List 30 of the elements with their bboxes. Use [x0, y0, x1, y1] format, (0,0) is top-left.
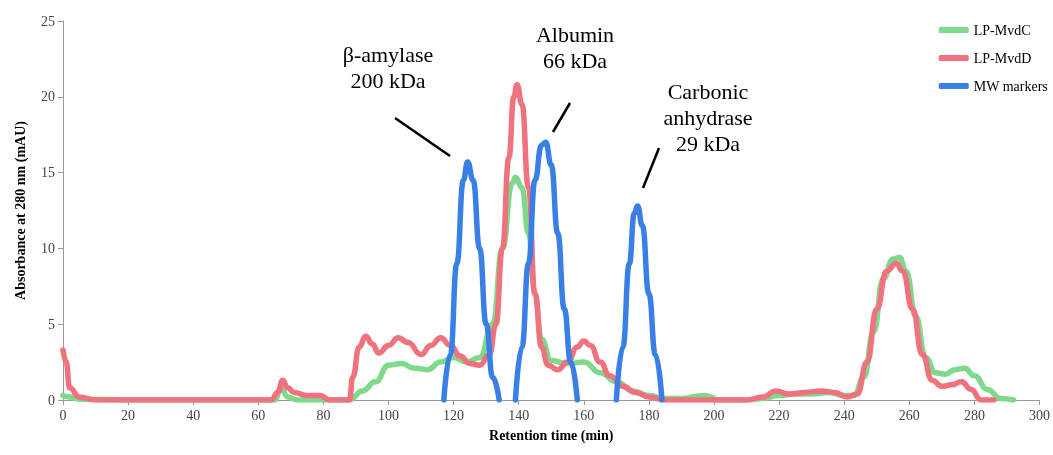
x-tick-label: 180 [638, 407, 660, 423]
x-tick-label: 60 [251, 407, 266, 423]
x-tick-label: 100 [378, 407, 399, 423]
x-tick-label: 20 [121, 407, 136, 423]
annotation: β-amylase 200 kDa [342, 41, 434, 93]
legend-label: MW markers [973, 78, 1048, 94]
x-tick-label: 200 [703, 407, 725, 423]
x-tick-label: 0 [59, 407, 67, 423]
x-tick-label: 160 [573, 407, 595, 423]
x-tick-label: 260 [898, 407, 920, 423]
x-tick-label: 120 [443, 407, 465, 423]
x-tick-label: 280 [963, 407, 985, 423]
x-tick-label: 80 [316, 407, 331, 423]
x-tick-label: 300 [1029, 407, 1050, 423]
y-tick-label: 20 [41, 89, 55, 105]
x-axis-title: Retention time (min) [489, 427, 614, 444]
legend-label: LP-MvdC [973, 22, 1031, 38]
x-tick-label: 40 [186, 407, 201, 423]
y-tick-label: 25 [41, 13, 55, 29]
y-tick-label: 15 [41, 165, 55, 181]
y-tick-label: 10 [41, 240, 55, 256]
y-tick-label: 5 [48, 316, 55, 332]
x-tick-label: 240 [833, 407, 855, 423]
annotation: Carbonic anhydrase 29 kDa [663, 78, 753, 156]
x-tick-label: 220 [768, 407, 790, 423]
annotation: Albumin 66 kDa [535, 21, 615, 73]
legend-label: LP-MvdD [973, 50, 1032, 66]
x-tick-label: 140 [508, 407, 530, 423]
y-axis-title: Absorbance at 280 nm (mAU) [12, 120, 29, 300]
y-tick-label: 0 [48, 392, 55, 408]
